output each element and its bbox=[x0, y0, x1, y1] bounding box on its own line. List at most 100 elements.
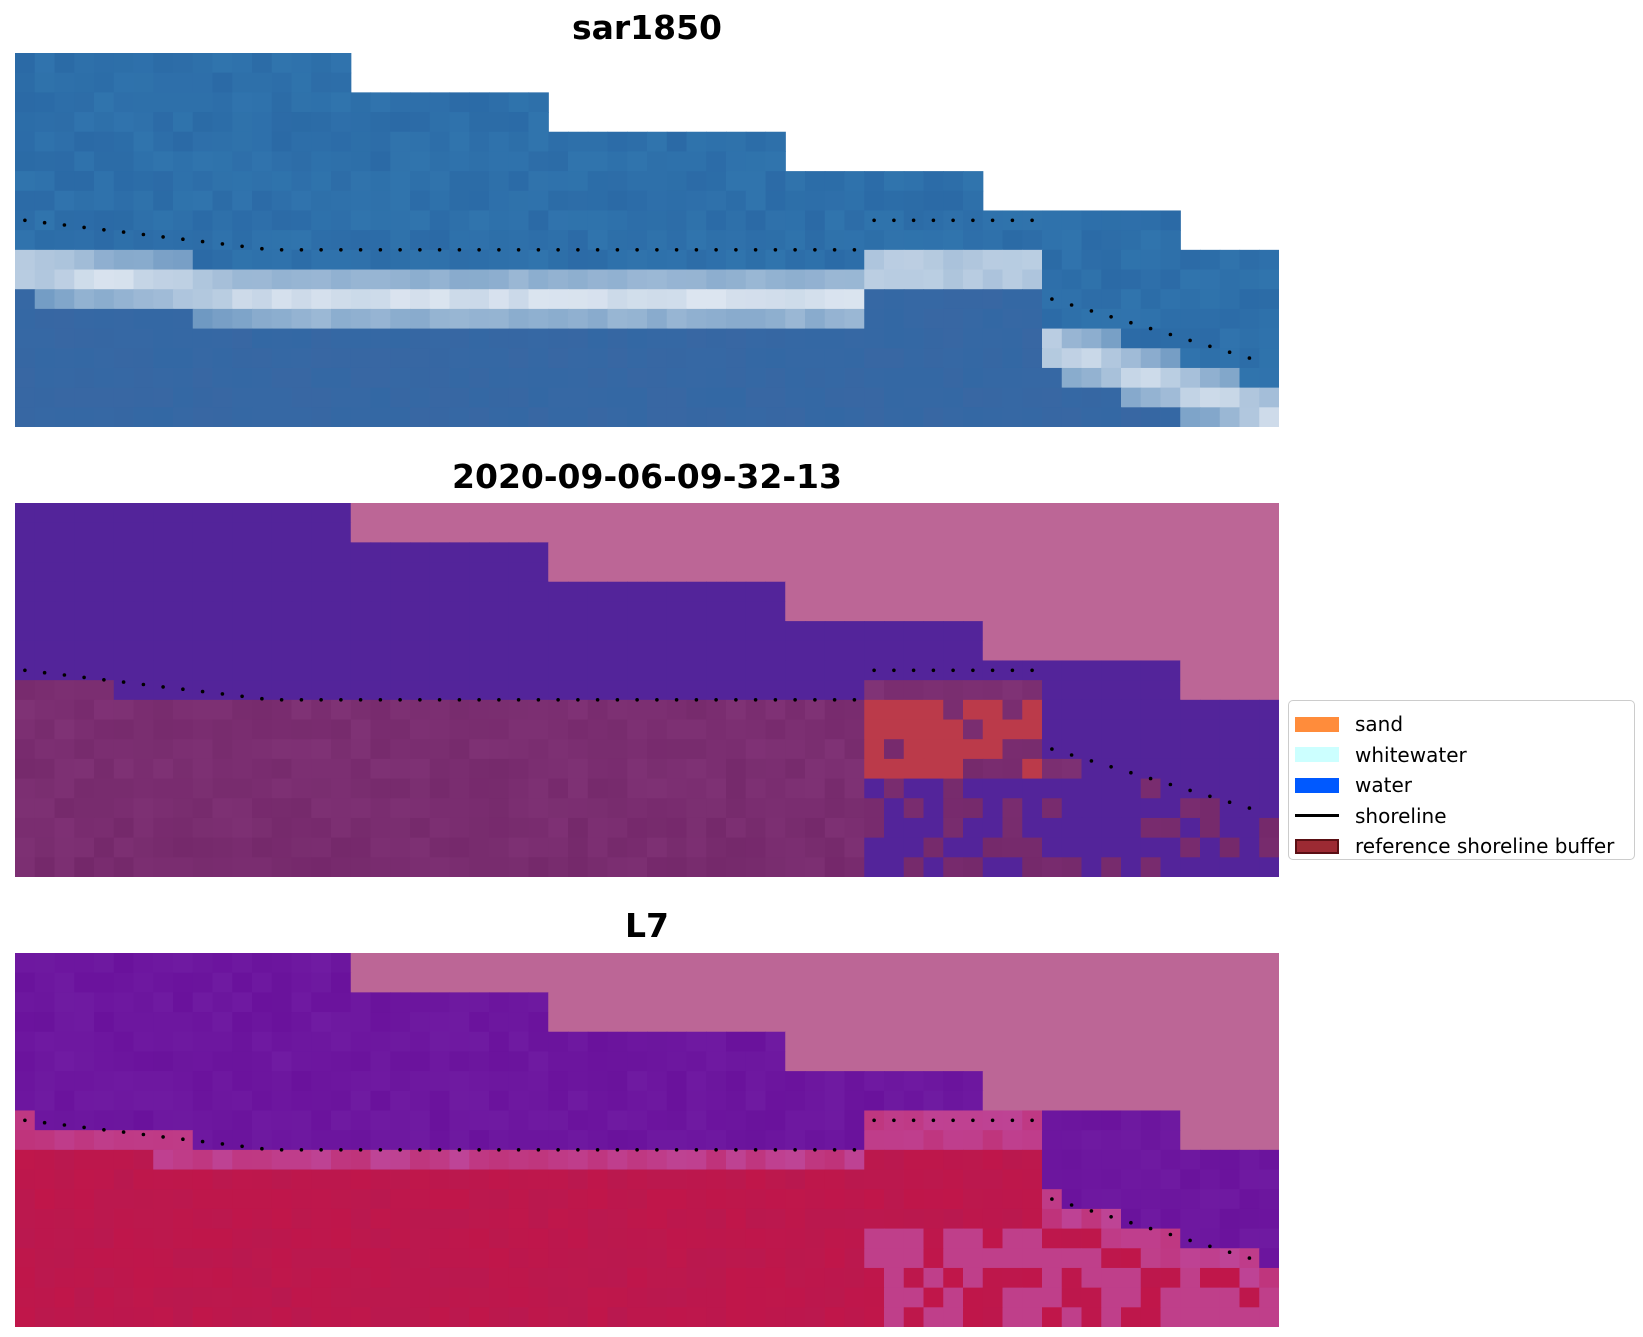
pixel-cell bbox=[824, 1267, 846, 1289]
pixel-cell bbox=[1101, 210, 1122, 231]
pixel-cell bbox=[647, 190, 668, 212]
pixel-cell bbox=[173, 1267, 194, 1289]
pixel-cell bbox=[587, 348, 609, 369]
pixel-cell bbox=[587, 210, 609, 231]
pixel-cell bbox=[1160, 1031, 1181, 1053]
pixel-cell bbox=[982, 1012, 1004, 1033]
shoreline-point bbox=[200, 689, 205, 694]
pixel-cell bbox=[291, 562, 312, 583]
pixel-cell bbox=[1219, 503, 1241, 524]
pixel-cell bbox=[765, 1307, 786, 1327]
pixel-cell bbox=[706, 857, 727, 877]
pixel-cell bbox=[390, 719, 411, 740]
pixel-cell bbox=[903, 503, 925, 524]
pixel-cell bbox=[173, 387, 194, 408]
pixel-cell bbox=[1160, 621, 1181, 642]
pixel-cell bbox=[173, 522, 194, 543]
pixel-cell bbox=[943, 1130, 964, 1151]
pixel-cell bbox=[647, 758, 668, 780]
pixel-cell bbox=[232, 660, 253, 681]
pixel-cell bbox=[311, 1051, 332, 1072]
pixel-cell bbox=[331, 1012, 352, 1033]
pixel-cell bbox=[982, 1228, 1004, 1249]
shoreline-point bbox=[1208, 794, 1212, 799]
pixel-cell bbox=[1259, 407, 1279, 427]
pixel-cell bbox=[568, 562, 589, 583]
pixel-cell bbox=[173, 719, 194, 740]
pixel-cell bbox=[765, 1012, 786, 1033]
pixel-cell bbox=[864, 190, 885, 212]
pixel-cell bbox=[1259, 1090, 1279, 1112]
pixel-cell bbox=[429, 640, 451, 662]
pixel-cell bbox=[192, 621, 214, 642]
pixel-cell bbox=[469, 680, 490, 701]
pixel-cell bbox=[943, 171, 964, 192]
pixel-cell bbox=[34, 562, 56, 583]
pixel-cell bbox=[627, 798, 648, 819]
pixel-cell bbox=[173, 778, 194, 799]
pixel-cell bbox=[15, 992, 36, 1013]
pixel-cell bbox=[686, 1149, 707, 1171]
pixel-cell bbox=[469, 953, 490, 974]
pixel-cell bbox=[607, 562, 628, 583]
pixel-cell bbox=[548, 542, 569, 563]
pixel-cell bbox=[982, 640, 1004, 662]
pixel-cell bbox=[449, 112, 470, 133]
pixel-cell bbox=[864, 1307, 885, 1327]
pixel-cell bbox=[34, 758, 56, 780]
pixel-cell bbox=[943, 758, 964, 780]
pixel-cell bbox=[449, 1071, 470, 1092]
pixel-cell bbox=[449, 151, 470, 172]
pixel-cell bbox=[548, 328, 569, 349]
pixel-cell bbox=[1259, 1012, 1279, 1033]
pixel-cell bbox=[647, 269, 668, 290]
pixel-cell bbox=[647, 210, 668, 231]
pixel-cell bbox=[74, 837, 95, 858]
pixel-cell bbox=[982, 269, 1004, 290]
pixel-cell bbox=[903, 601, 925, 622]
pixel-cell bbox=[1180, 387, 1201, 408]
pixel-cell bbox=[469, 151, 490, 172]
pixel-cell bbox=[548, 640, 569, 662]
pixel-cell bbox=[923, 1031, 944, 1053]
pixel-cell bbox=[607, 1169, 628, 1190]
pixel-cell bbox=[410, 1031, 431, 1053]
pixel-cell bbox=[1081, 1189, 1102, 1210]
pixel-cell bbox=[311, 230, 332, 251]
pixel-cell bbox=[508, 112, 530, 133]
pixel-cell bbox=[963, 758, 984, 780]
pixel-cell bbox=[1081, 778, 1102, 799]
pixel-cell bbox=[311, 1228, 332, 1249]
pixel-cell bbox=[666, 1248, 688, 1269]
pixel-cell bbox=[1101, 699, 1122, 721]
pixel-cell bbox=[824, 562, 846, 583]
pixel-cell bbox=[1259, 719, 1279, 740]
pixel-cell bbox=[587, 1110, 609, 1131]
pixel-cell bbox=[1180, 680, 1201, 701]
pixel-cell bbox=[844, 1189, 865, 1210]
pixel-cell bbox=[1081, 680, 1102, 701]
pixel-cell bbox=[271, 953, 293, 974]
pixel-cell bbox=[943, 1090, 964, 1112]
pixel-cell bbox=[844, 1267, 865, 1289]
pixel-cell bbox=[785, 857, 806, 877]
pixel-cell bbox=[212, 660, 233, 681]
pixel-cell bbox=[587, 660, 609, 681]
pixel-cell bbox=[34, 131, 56, 153]
pixel-cell bbox=[1160, 581, 1181, 603]
shoreline-point bbox=[773, 698, 778, 702]
pixel-cell bbox=[74, 1208, 95, 1230]
pixel-cell bbox=[252, 1248, 273, 1269]
pixel-cell bbox=[726, 190, 747, 212]
pixel-cell bbox=[1002, 1248, 1023, 1269]
pixel-cell bbox=[1140, 758, 1162, 780]
pixel-cell bbox=[449, 1208, 470, 1230]
pixel-cell bbox=[824, 817, 846, 839]
shoreline-point bbox=[299, 1148, 304, 1152]
pixel-cell bbox=[252, 837, 273, 858]
pixel-cell bbox=[528, 249, 549, 271]
pixel-cell bbox=[271, 92, 293, 113]
pixel-cell bbox=[54, 131, 75, 153]
pixel-cell bbox=[568, 1149, 589, 1171]
pixel-cell bbox=[370, 601, 391, 622]
